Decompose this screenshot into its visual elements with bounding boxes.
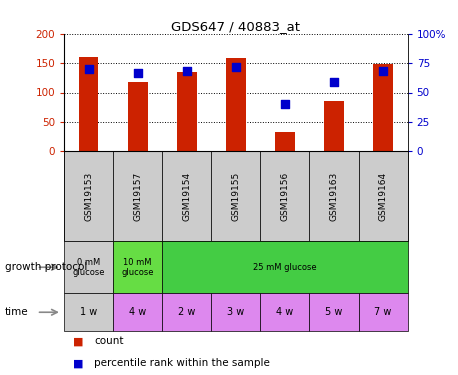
Text: 25 mM glucose: 25 mM glucose: [253, 263, 317, 272]
Bar: [113, 293, 162, 331]
Text: percentile rank within the sample: percentile rank within the sample: [94, 358, 270, 368]
Text: growth protocol: growth protocol: [5, 262, 87, 272]
Point: [379, 68, 387, 74]
Text: count: count: [94, 336, 123, 346]
Point: [85, 66, 93, 72]
Text: GSM19157: GSM19157: [133, 172, 142, 221]
Text: 3 w: 3 w: [227, 307, 245, 317]
Text: GSM19155: GSM19155: [231, 172, 240, 221]
Bar: [275, 132, 295, 151]
Text: ■: ■: [73, 358, 87, 368]
Text: ■: ■: [73, 336, 87, 346]
Bar: [113, 241, 162, 293]
Point: [232, 64, 240, 70]
Bar: [177, 72, 196, 151]
Point: [281, 101, 289, 107]
Bar: [359, 151, 408, 241]
Bar: [373, 64, 393, 151]
Text: GSM19164: GSM19164: [379, 172, 387, 221]
Title: GDS647 / 40883_at: GDS647 / 40883_at: [171, 20, 300, 33]
Point: [183, 68, 191, 74]
Text: 0 mM
glucose: 0 mM glucose: [72, 258, 105, 277]
Bar: [310, 293, 359, 331]
Bar: [162, 151, 211, 241]
Text: 5 w: 5 w: [325, 307, 343, 317]
Bar: [261, 151, 310, 241]
Text: 4 w: 4 w: [276, 307, 294, 317]
Bar: [64, 293, 113, 331]
Bar: [359, 293, 408, 331]
Text: GSM19154: GSM19154: [182, 172, 191, 221]
Text: time: time: [5, 307, 28, 317]
Text: 2 w: 2 w: [178, 307, 196, 317]
Bar: [162, 293, 211, 331]
Bar: [211, 151, 261, 241]
Text: 1 w: 1 w: [80, 307, 97, 317]
Bar: [226, 58, 245, 151]
Bar: [162, 241, 408, 293]
Text: 10 mM
glucose: 10 mM glucose: [121, 258, 154, 277]
Text: 4 w: 4 w: [129, 307, 147, 317]
Bar: [261, 293, 310, 331]
Text: GSM19156: GSM19156: [280, 172, 289, 221]
Bar: [79, 57, 98, 151]
Bar: [324, 101, 344, 151]
Bar: [128, 82, 147, 151]
Text: GSM19153: GSM19153: [84, 172, 93, 221]
Bar: [310, 151, 359, 241]
Text: GSM19163: GSM19163: [329, 172, 338, 221]
Bar: [64, 241, 113, 293]
Point: [134, 69, 142, 75]
Bar: [64, 151, 113, 241]
Bar: [211, 293, 261, 331]
Point: [330, 79, 338, 85]
Text: 7 w: 7 w: [374, 307, 392, 317]
Bar: [113, 151, 162, 241]
